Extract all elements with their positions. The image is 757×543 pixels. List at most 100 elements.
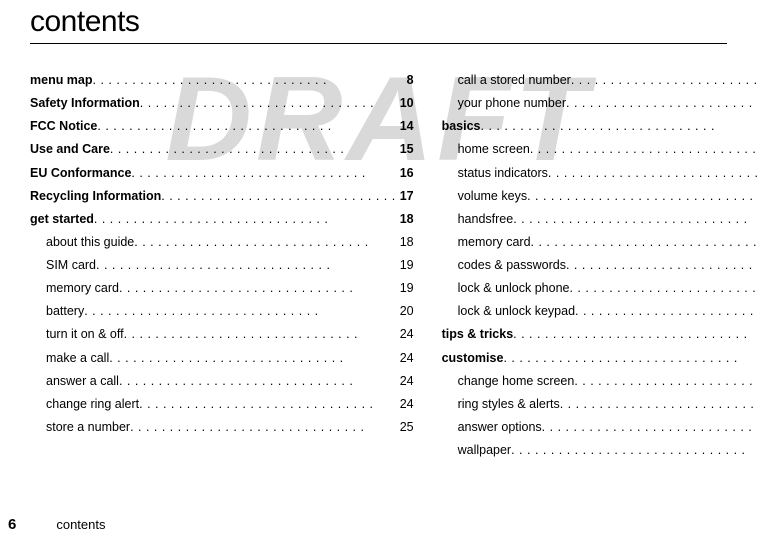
toc-dots: [139, 393, 396, 416]
toc-dots: [560, 393, 757, 416]
toc-page: 18: [396, 231, 414, 254]
toc-page: 8: [403, 69, 414, 92]
toc-dots: [513, 323, 757, 346]
toc-row: turn it on & off 24: [30, 323, 414, 346]
toc-dots: [130, 416, 396, 439]
toc-page: 19: [396, 254, 414, 277]
toc-label: volume keys: [458, 185, 527, 208]
toc-page: 24: [396, 347, 414, 370]
toc-row: change home screen31: [442, 370, 757, 393]
toc-label: wallpaper: [458, 439, 512, 462]
toc-page: 14: [396, 115, 414, 138]
toc-row: change ring alert 24: [30, 393, 414, 416]
toc-row: tips & tricks30: [442, 323, 757, 346]
toc-page: 10: [396, 92, 414, 115]
toc-dots: [131, 162, 395, 185]
toc-label: battery: [46, 300, 84, 323]
toc-dots: [124, 323, 396, 346]
toc-page: 18: [396, 208, 414, 231]
toc-label: customise: [442, 347, 504, 370]
toc-label: turn it on & off: [46, 323, 124, 346]
toc-row: volume keys27: [442, 185, 757, 208]
toc-dots: [574, 370, 757, 393]
toc-row: memory card19: [30, 277, 414, 300]
toc-label: memory card: [458, 231, 531, 254]
toc-label: change ring alert: [46, 393, 139, 416]
toc-dots: [566, 92, 757, 115]
toc-label: call a stored number: [458, 69, 571, 92]
toc-page: 24: [396, 393, 414, 416]
toc-label: tips & tricks: [442, 323, 514, 346]
toc-row: answer options32: [442, 416, 757, 439]
toc-dots: [481, 115, 757, 138]
toc-dots: [140, 92, 396, 115]
toc-dots: [503, 347, 757, 370]
toc-label: your phone number: [458, 92, 566, 115]
toc-label: Use and Care: [30, 138, 110, 161]
toc-page: 24: [396, 323, 414, 346]
toc-label: FCC Notice: [30, 115, 97, 138]
toc-row: EU Conformance 16: [30, 162, 414, 185]
toc-dots: [161, 185, 395, 208]
toc-dots: [119, 370, 396, 393]
toc-dots: [530, 138, 757, 161]
toc-column: menu map 8 Safety Information 10 FCC Notice 1…: [30, 69, 414, 462]
toc-dots: [531, 231, 757, 254]
toc-row: home screen26: [442, 138, 757, 161]
toc-dots: [575, 300, 757, 323]
toc-page: 25: [396, 416, 414, 439]
toc-label: Safety Information: [30, 92, 140, 115]
toc-dots: [571, 69, 757, 92]
toc-dots: [97, 115, 395, 138]
toc-page: 15: [396, 138, 414, 161]
toc-row: Recycling Information17: [30, 185, 414, 208]
toc-label: answer a call: [46, 370, 119, 393]
toc-label: ring styles & alerts: [458, 393, 560, 416]
toc-dots: [84, 300, 395, 323]
toc-row: store a number 25: [30, 416, 414, 439]
toc-label: get started: [30, 208, 94, 231]
page-content: contents menu map8Safety Information10FC…: [0, 0, 757, 462]
toc-columns: menu map 8 Safety Information 10 FCC Notice 1…: [30, 69, 727, 462]
toc-label: store a number: [46, 416, 130, 439]
toc-label: about this guide: [46, 231, 134, 254]
toc-label: status indicators: [458, 162, 548, 185]
toc-label: make a call: [46, 347, 109, 370]
toc-label: menu map: [30, 69, 93, 92]
toc-row: call a stored number25: [442, 69, 757, 92]
toc-row: battery20: [30, 300, 414, 323]
toc-row: make a call 24: [30, 347, 414, 370]
toc-row: your phone number25: [442, 92, 757, 115]
toc-row: lock & unlock phone28: [442, 277, 757, 300]
toc-label: change home screen: [458, 370, 575, 393]
toc-row: lock & unlock keypad29: [442, 300, 757, 323]
toc-label: memory card: [46, 277, 119, 300]
toc-dots: [566, 254, 757, 277]
toc-dots: [110, 138, 396, 161]
toc-row: codes & passwords28: [442, 254, 757, 277]
toc-row: Safety Information 10: [30, 92, 414, 115]
toc-dots: [119, 277, 396, 300]
toc-dots: [542, 416, 757, 439]
toc-label: codes & passwords: [458, 254, 566, 277]
toc-row: answer a call 24: [30, 370, 414, 393]
toc-dots: [96, 254, 396, 277]
toc-row: Use and Care 15: [30, 138, 414, 161]
toc-row: status indicators26: [442, 162, 757, 185]
page-footer: 6 contents: [8, 516, 106, 533]
toc-label: EU Conformance: [30, 162, 131, 185]
toc-label: lock & unlock keypad: [458, 300, 575, 323]
toc-dots: [513, 208, 757, 231]
toc-page: 17: [396, 185, 414, 208]
toc-row: customise31: [442, 347, 757, 370]
toc-dots: [94, 208, 396, 231]
toc-row: FCC Notice 14: [30, 115, 414, 138]
toc-page: 24: [396, 370, 414, 393]
toc-row: SIM card19: [30, 254, 414, 277]
toc-dots: [569, 277, 757, 300]
toc-row: wallpaper32: [442, 439, 757, 462]
toc-page: 16: [396, 162, 414, 185]
toc-row: get started 18: [30, 208, 414, 231]
footer-section-label: contents: [56, 517, 105, 532]
toc-dots: [527, 185, 757, 208]
